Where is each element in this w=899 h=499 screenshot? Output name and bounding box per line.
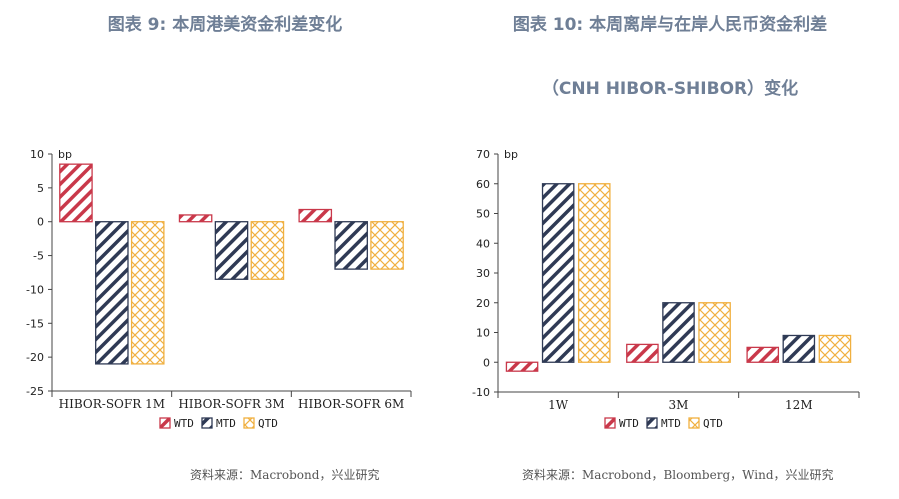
left-y-tick-label: 5 [37,182,44,195]
right-chart-title-line1: 图表 10: 本周离岸与在岸人民币资金利差 [512,15,828,35]
left-y-unit-label: bp [58,148,72,161]
right-bar-qtd [577,183,611,363]
right-y-tick-label: 70 [476,148,490,161]
left-bar-mtd [214,221,249,280]
right-legend-swatch-qtd [688,417,700,429]
right-bar-mtd [662,302,695,363]
left-bar-qtd [130,221,165,365]
left-bar-chart: 10 5 0 -5 -10 -15 -20 -25 bp HIBOR-SOFR 1M HIBOR-S… [26,148,412,430]
right-legend-label-mtd: MTD [661,417,681,430]
left-category-label: HIBOR-SOFR 6M [298,397,404,411]
left-bar-wtd [178,214,213,223]
right-y-tick-label: 40 [476,237,490,250]
right-y-tick-label: 20 [476,297,490,310]
left-legend-label-mtd: MTD [216,417,236,430]
right-chart-title-line2: （CNH HIBOR-SHIBOR）变化 [541,79,799,99]
left-category-label: HIBOR-SOFR 1M [59,397,165,411]
right-bar-mtd [541,183,575,363]
left-bar-mtd [334,221,368,270]
right-y-tick-label: 0 [483,356,490,369]
left-legend-swatch-qtd [243,417,255,429]
right-y-tick-label: 60 [476,178,490,191]
right-y-tick-label: 10 [476,327,490,340]
left-legend-label-wtd: WTD [174,417,194,430]
right-y-tick-label: -10 [472,386,490,399]
right-bar-qtd [698,302,731,363]
right-y-tick-label: 30 [476,267,490,280]
left-y-tick-label: -20 [26,351,44,364]
left-legend-swatch-mtd [201,417,213,429]
left-bar-qtd [370,221,404,270]
left-bar-mtd [95,221,129,365]
left-y-tick-label: 10 [30,148,44,161]
right-source-note: 资料来源：Macrobond，Bloomberg，Wind，兴业研究 [522,468,834,482]
right-bar-wtd [746,346,780,363]
right-y-tick-label: 50 [476,208,490,221]
right-category-label: 3M [669,398,689,412]
left-y-tick-label: 0 [37,216,44,229]
left-legend-swatch-wtd [159,417,171,429]
right-legend-swatch-wtd [604,417,616,429]
left-y-tick-label: -5 [33,250,44,263]
right-category-label: 12M [785,398,813,412]
right-legend-label-wtd: WTD [619,417,639,430]
right-bar-wtd [505,361,539,372]
left-bar-qtd [250,221,285,280]
left-category-label: HIBOR-SOFR 3M [178,397,284,411]
left-bar-wtd [59,163,93,223]
left-legend-label-qtd: QTD [258,417,278,430]
right-category-label: 1W [548,398,569,412]
right-legend-label-qtd: QTD [703,417,723,430]
right-bar-chart: 70 60 50 40 30 20 10 0 -10 bp 1W 3M 12M WTD MTD QTD [472,148,860,430]
right-bar-mtd [782,334,816,363]
left-y-tick-label: -25 [26,385,44,398]
right-legend-swatch-mtd [646,417,658,429]
left-chart-title: 图表 9: 本周港美资金利差变化 [107,15,343,35]
left-y-tick-label: -15 [26,317,44,330]
left-bar-wtd [298,208,333,223]
right-bar-qtd [818,334,852,363]
left-y-tick-label: -10 [26,283,44,296]
right-bar-wtd [626,343,659,363]
left-source-note: 资料来源：Macrobond，兴业研究 [190,468,380,482]
right-y-unit-label: bp [504,148,518,161]
